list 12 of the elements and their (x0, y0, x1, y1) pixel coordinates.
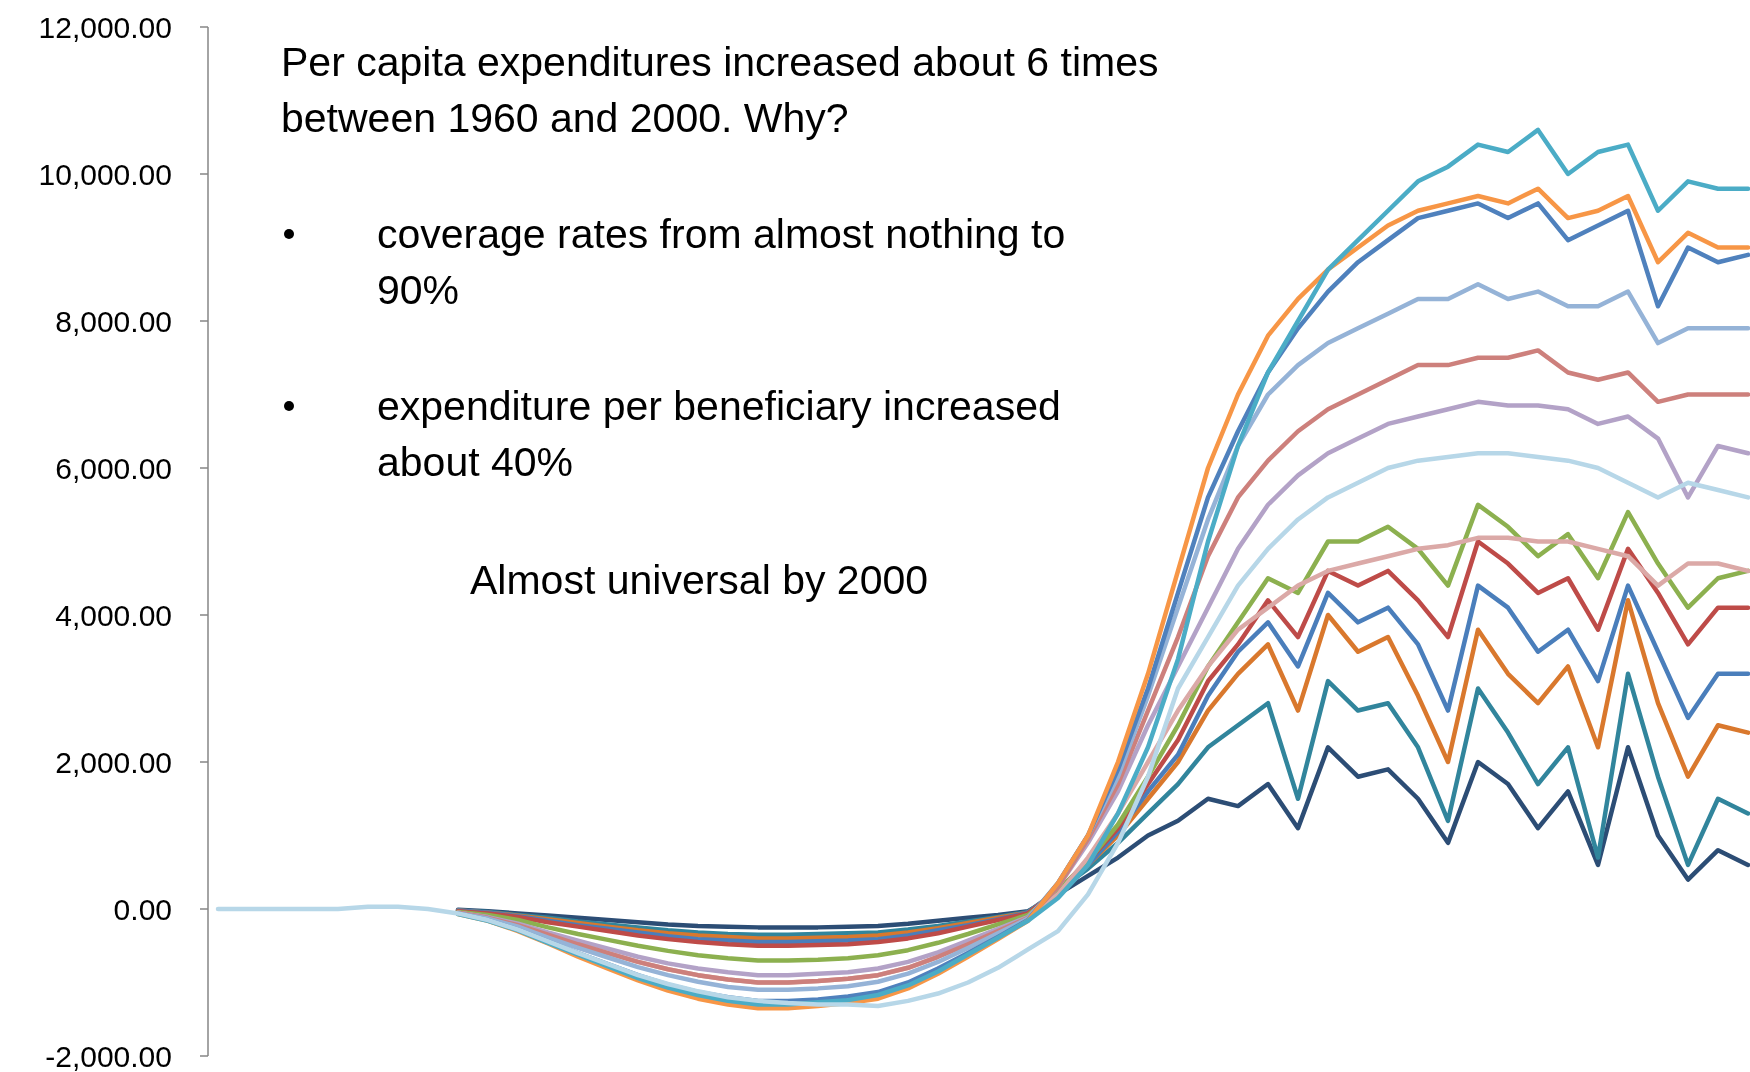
y-tick-label: 6,000.00 (55, 451, 172, 485)
annotation: Per capita expenditures increased about 6 times between 1960 and 2000. Why? (281, 39, 1159, 141)
y-tick-label: 12,000.00 (38, 10, 172, 44)
annotation: coverage rates from almost nothing to 90% (377, 211, 1066, 313)
annotation: Almost universal by 2000 (470, 557, 929, 603)
y-tick-label: 4,000.00 (55, 598, 172, 632)
annotation: expenditure per beneficiary increased about 40% (377, 383, 1061, 485)
y-tick-label: 8,000.00 (55, 304, 172, 338)
y-tick-label: 10,000.00 (38, 157, 172, 191)
y-tick-label: 0.00 (113, 892, 172, 926)
y-tick-label: -2,000.00 (45, 1039, 172, 1072)
y-tick-label: 2,000.00 (55, 745, 172, 779)
